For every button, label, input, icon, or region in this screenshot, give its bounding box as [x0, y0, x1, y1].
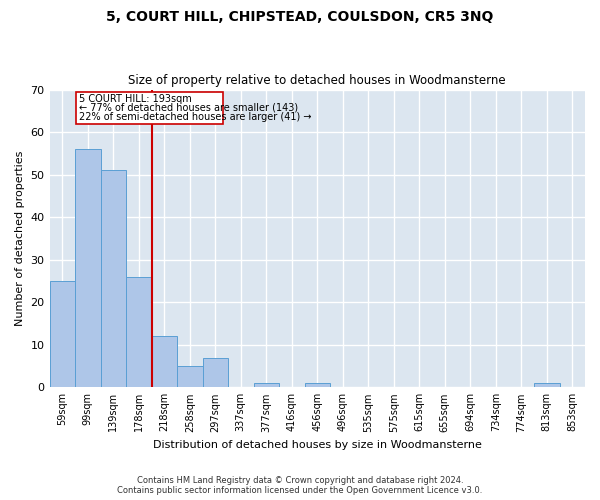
Text: 5 COURT HILL: 193sqm: 5 COURT HILL: 193sqm [79, 94, 192, 104]
X-axis label: Distribution of detached houses by size in Woodmansterne: Distribution of detached houses by size … [153, 440, 482, 450]
Bar [254, 383, 279, 388]
Y-axis label: Number of detached properties: Number of detached properties [15, 150, 25, 326]
Title: Size of property relative to detached houses in Woodmansterne: Size of property relative to detached ho… [128, 74, 506, 87]
Text: 22% of semi-detached houses are larger (41) →: 22% of semi-detached houses are larger (… [79, 112, 312, 122]
Bar [75, 149, 101, 388]
Bar [152, 336, 177, 388]
Bar [101, 170, 126, 388]
Text: Contains HM Land Registry data © Crown copyright and database right 2024.
Contai: Contains HM Land Registry data © Crown c… [118, 476, 482, 495]
Bar [177, 366, 203, 388]
Text: 5, COURT HILL, CHIPSTEAD, COULSDON, CR5 3NQ: 5, COURT HILL, CHIPSTEAD, COULSDON, CR5 … [106, 10, 494, 24]
Bar [305, 383, 330, 388]
Bar [534, 383, 560, 388]
Bar [50, 281, 75, 388]
Bar [76, 92, 223, 124]
Bar [126, 276, 152, 388]
Text: ← 77% of detached houses are smaller (143): ← 77% of detached houses are smaller (14… [79, 103, 298, 113]
Bar [203, 358, 228, 388]
